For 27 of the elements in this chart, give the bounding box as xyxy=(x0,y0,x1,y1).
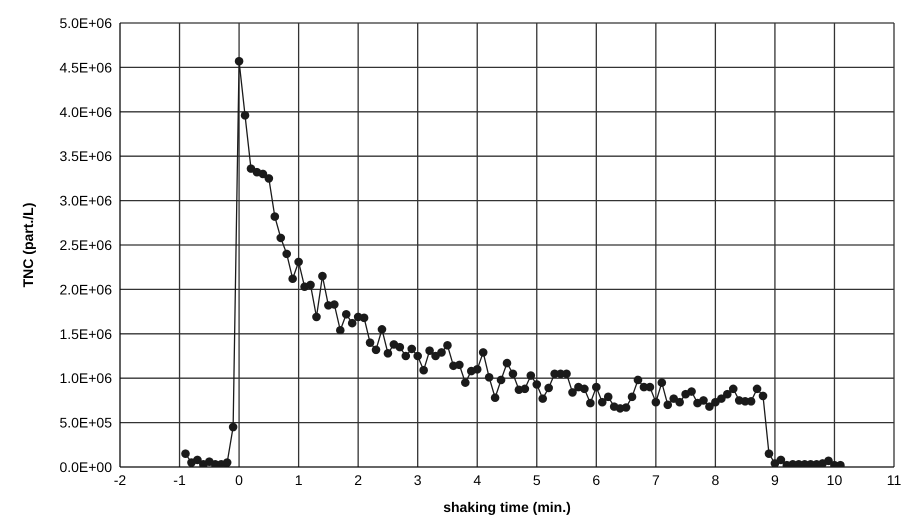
x-tick-label: 5 xyxy=(532,472,541,488)
x-tick-label: 9 xyxy=(771,472,780,488)
y-tick-label: 5.0E+06 xyxy=(59,14,112,31)
x-tick-label: 7 xyxy=(652,472,660,488)
y-tick-label: 5.0E+05 xyxy=(59,414,112,431)
x-tick-label: 2 xyxy=(354,472,362,488)
y-tick-label: 4.0E+06 xyxy=(59,104,112,120)
x-tick-label: 10 xyxy=(826,472,842,488)
x-tick-label: 6 xyxy=(592,472,600,488)
x-tick-label: 11 xyxy=(886,472,902,488)
x-tick-label: 1 xyxy=(294,472,303,488)
y-tick-label: 2.5E+06 xyxy=(59,236,112,253)
y-tick-label: 0.0E+00 xyxy=(59,458,112,475)
y-tick-label: 4.5E+06 xyxy=(59,59,112,76)
y-tick-label: 1.5E+06 xyxy=(59,326,112,342)
x-tick-label: 4 xyxy=(473,472,482,488)
x-tick-label: 0 xyxy=(235,472,244,488)
x-tick-label: 8 xyxy=(711,472,720,488)
x-axis-title: shaking time (min.) xyxy=(443,499,571,515)
x-tick-label: -1 xyxy=(173,472,186,488)
y-tick-label: 3.0E+06 xyxy=(59,192,112,209)
x-tick-label: -2 xyxy=(114,472,126,488)
y-tick-label: 2.0E+06 xyxy=(59,281,112,298)
y-tick-label: 1.0E+06 xyxy=(59,370,112,386)
x-tick-label: 3 xyxy=(414,472,422,488)
y-axis-title: TNC (part./L) xyxy=(20,202,36,288)
y-tick-label: 3.5E+06 xyxy=(59,148,112,164)
